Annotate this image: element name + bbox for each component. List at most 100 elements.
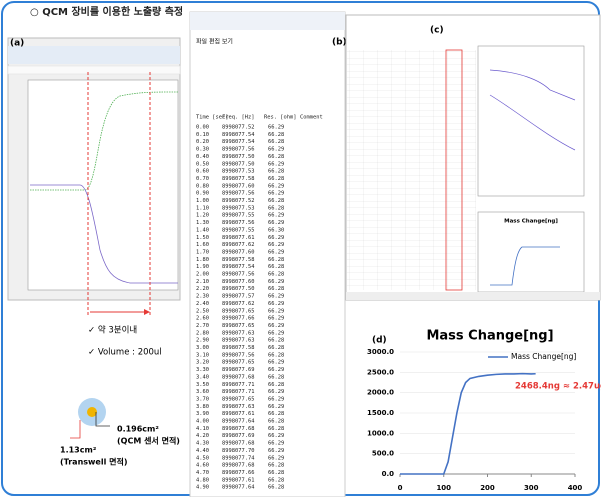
table-cell: 66.29 xyxy=(268,360,284,366)
table-cell: 8998077.60 xyxy=(222,279,254,285)
table-cell: 66.29 xyxy=(268,404,284,410)
table-cell: 3.30 xyxy=(196,367,209,373)
table-cell: 66.28 xyxy=(268,419,284,425)
table-cell: 66.28 xyxy=(268,338,284,344)
table-cell: 66.28 xyxy=(268,257,284,263)
table-cell: 8998077.71 xyxy=(222,389,254,395)
table-cell: 1.70 xyxy=(196,249,209,255)
table-cell: 66.28 xyxy=(268,463,284,469)
table-cell: 8998077.68 xyxy=(222,426,254,432)
table-cell: 66.29 xyxy=(268,161,284,167)
table-cell: 2.60 xyxy=(196,316,209,322)
table-cell: 1.00 xyxy=(196,198,209,204)
y-tick-label: 3000.0 xyxy=(367,348,394,356)
table-cell: 66.28 xyxy=(268,132,284,138)
table-cell: 8998077.62 xyxy=(222,242,254,248)
table-cell: 66.29 xyxy=(268,389,284,395)
table-cell: 66.28 xyxy=(268,169,284,175)
table-cell: 66.28 xyxy=(268,205,284,211)
tab-bar xyxy=(190,12,345,30)
x-tick-label: 400 xyxy=(568,484,583,492)
page: ○ QCM 장비를 이용한 노출량 측정 (a) ✓ 약 3분이내 ✓ Volu… xyxy=(0,0,601,497)
table-cell: 2.50 xyxy=(196,308,209,314)
table-cell: 0.90 xyxy=(196,191,209,197)
table-cell: 8998077.54 xyxy=(222,139,254,145)
table-cell: 8998077.58 xyxy=(222,257,254,263)
table-cell: 3.40 xyxy=(196,374,209,380)
table-cell: 66.29 xyxy=(268,294,284,300)
toolbar xyxy=(8,46,180,64)
table-cell: 8998077.54 xyxy=(222,132,254,138)
volume-note: ✓ Volume : 200ul xyxy=(88,348,162,358)
table-cell: 4.00 xyxy=(196,419,209,425)
embedded-chart xyxy=(478,46,584,196)
table-cell: 0.50 xyxy=(196,161,209,167)
sensor-area: 0.196cm² xyxy=(117,425,159,434)
table-cell: 0.00 xyxy=(196,125,209,131)
table-cell: 2.00 xyxy=(196,272,209,278)
table-cell: 66.29 xyxy=(268,308,284,314)
table-cell: 66.29 xyxy=(268,448,284,454)
table-cell: 8998077.52 xyxy=(222,198,254,204)
table-cell: 8998077.71 xyxy=(222,382,254,388)
table-cell: 8998077.65 xyxy=(222,360,254,366)
table-cell: 8998077.61 xyxy=(222,235,254,241)
table-cell: 2.90 xyxy=(196,338,209,344)
sensor-circle xyxy=(87,407,97,417)
table-cell: 66.29 xyxy=(268,235,284,241)
table-cell: 8998077.65 xyxy=(222,323,254,329)
table-cell: 66.28 xyxy=(268,470,284,476)
table-cell: 8998077.68 xyxy=(222,441,254,447)
annotation: 2468.4ng ≈ 2.47ug xyxy=(515,382,601,392)
table-cell: 2.20 xyxy=(196,286,209,292)
transwell-area: 1.13cm² xyxy=(60,446,97,455)
table-cell: 66.28 xyxy=(268,272,284,278)
table-cell: 66.28 xyxy=(268,198,284,204)
table-cell: 3.20 xyxy=(196,360,209,366)
table-cell: 8998077.58 xyxy=(222,176,254,182)
table-cell: 1.60 xyxy=(196,242,209,248)
table-cell: 66.29 xyxy=(268,125,284,131)
table-cell: 66.29 xyxy=(268,455,284,461)
table-cell: 8998077.54 xyxy=(222,264,254,270)
y-tick-label: 1500.0 xyxy=(367,409,394,417)
table-cell: 66.29 xyxy=(268,323,284,329)
table-cell: 4.20 xyxy=(196,433,209,439)
table-cell: 0.80 xyxy=(196,183,209,189)
table-cell: 8998077.52 xyxy=(222,125,254,131)
table-cell: 8998077.57 xyxy=(222,294,254,300)
y-tick-label: 1000.0 xyxy=(367,429,394,437)
table-cell: 8998077.53 xyxy=(222,205,254,211)
table-cell: 8998077.68 xyxy=(222,374,254,380)
table-cell: 8998077.50 xyxy=(222,154,254,160)
x-tick-label: 100 xyxy=(436,484,451,492)
table-cell: 66.30 xyxy=(268,227,284,233)
table-cell: 66.29 xyxy=(268,367,284,373)
table-cell: 4.50 xyxy=(196,455,209,461)
table-cell: 8998077.53 xyxy=(222,169,254,175)
table-cell: 1.30 xyxy=(196,220,209,226)
table-cell: 3.00 xyxy=(196,345,209,351)
status-bar xyxy=(8,66,180,74)
y-tick-label: 500.0 xyxy=(372,450,394,458)
table-cell: 4.60 xyxy=(196,463,209,469)
table-cell: 3.80 xyxy=(196,404,209,410)
table-cell: 0.40 xyxy=(196,154,209,160)
table-cell: 8998077.69 xyxy=(222,367,254,373)
table-cell: 8998077.55 xyxy=(222,227,254,233)
table-cell: 8998077.62 xyxy=(222,301,254,307)
table-cell: 1.80 xyxy=(196,257,209,263)
table-cell: 4.40 xyxy=(196,448,209,454)
table-cell: 0.10 xyxy=(196,132,209,138)
y-tick-label: 0.0 xyxy=(382,470,395,478)
x-tick-label: 300 xyxy=(524,484,539,492)
table-cell: 8998077.56 xyxy=(222,272,254,278)
table-cell: 8998077.65 xyxy=(222,308,254,314)
y-tick-label: 2500.0 xyxy=(367,368,394,376)
table-cell: 8998077.50 xyxy=(222,161,254,167)
table-cell: 8998077.65 xyxy=(222,396,254,402)
table-cell: 66.29 xyxy=(268,330,284,336)
table-cell: 66.29 xyxy=(268,433,284,439)
table-cell: 8998077.64 xyxy=(222,485,254,491)
table-cell: 66.28 xyxy=(268,345,284,351)
